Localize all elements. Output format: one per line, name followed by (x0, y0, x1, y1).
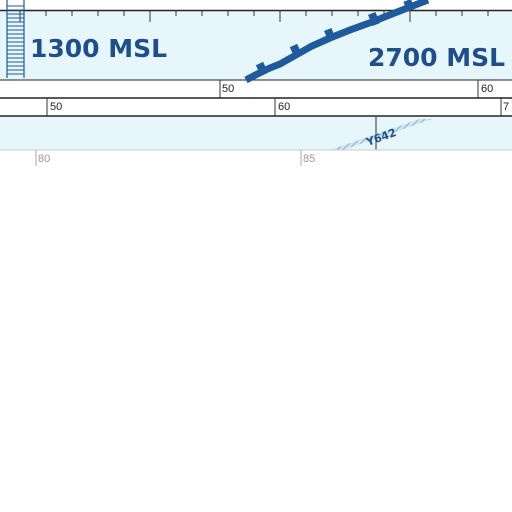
bottom-scale-label-80: 80 (38, 153, 50, 165)
lower-distance-scale: 50 60 7 (46, 98, 509, 116)
upper-scale-label-50: 50 (222, 83, 234, 95)
bottom-scale-label-85: 85 (303, 153, 315, 165)
bottom-distance-scale: 80 85 (35, 150, 315, 166)
upper-band (0, 10, 512, 80)
lower-band (0, 117, 512, 150)
airway-hatch (330, 119, 432, 150)
chart-strip: 1300 MSL 2700 MSL 50 60 50 60 7 Y642 80 … (0, 0, 512, 166)
left-altitude-scale (6, 0, 25, 78)
upper-distance-scale: 50 60 (219, 80, 493, 98)
upper-scale-label-60: 60 (481, 83, 493, 95)
lower-scale-label-7: 7 (503, 101, 509, 113)
altitude-label-left: 1300 MSL (30, 34, 167, 63)
altitude-label-right: 2700 MSL (368, 43, 505, 72)
top-tick-marks (19, 10, 489, 22)
route-fix-marks (255, 0, 415, 77)
lower-scale-label-50: 50 (50, 101, 62, 113)
lower-scale-label-60: 60 (278, 101, 290, 113)
